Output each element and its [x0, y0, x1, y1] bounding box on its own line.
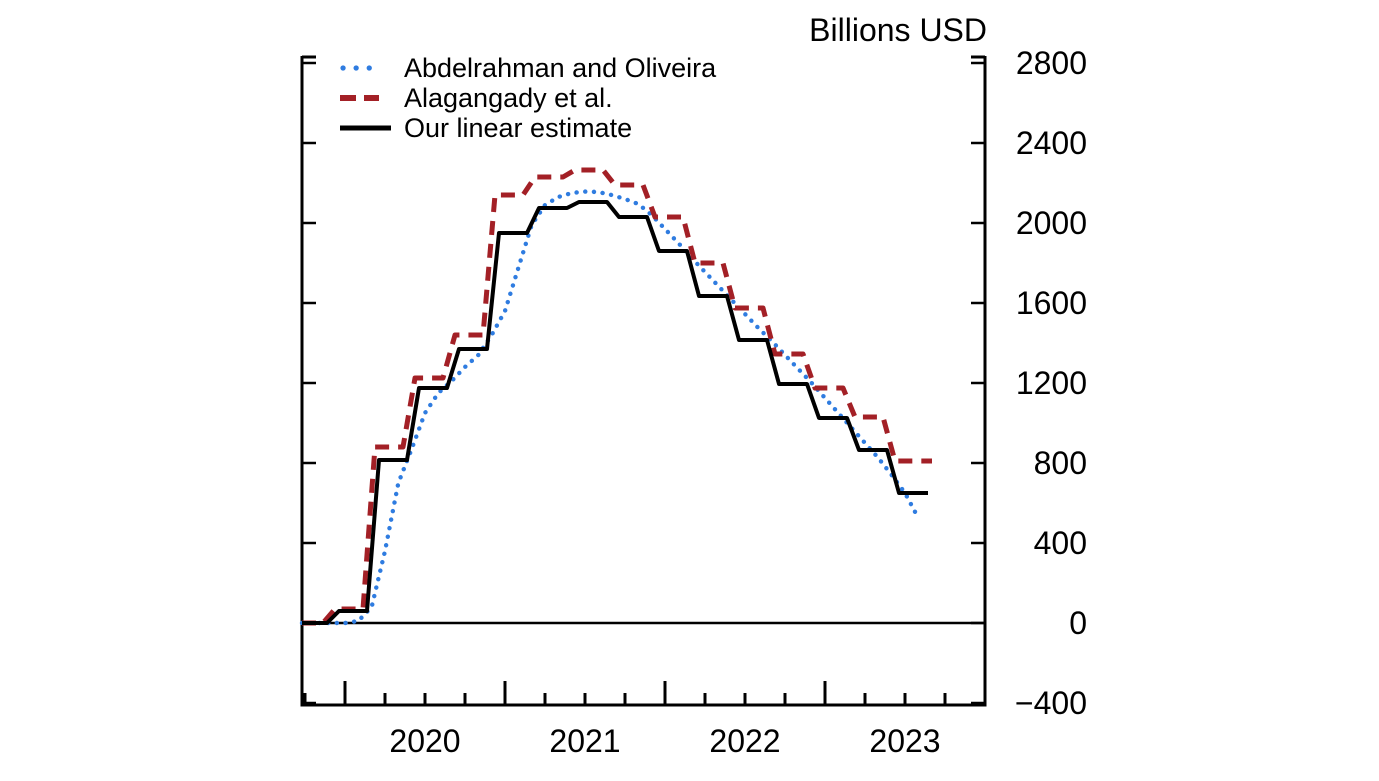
solid-line-sample-icon	[340, 125, 391, 131]
y-axis-label: 800	[1034, 445, 1087, 481]
series-alagangady-line	[302, 167, 932, 626]
y-axis-label: 1600	[1016, 285, 1087, 321]
y-axis-label: −400	[1015, 685, 1087, 721]
series-abdelrahman-oliveira-line	[299, 189, 921, 626]
x-axis-label: 2022	[709, 723, 780, 759]
y-axis-label: 2000	[1016, 205, 1087, 241]
x-axis-label: 2020	[389, 723, 460, 759]
y-axis-label: 0	[1069, 605, 1087, 641]
x-axis-label: 2021	[549, 723, 620, 759]
x-axis-label: 2023	[869, 723, 940, 759]
legend-item-abdelrahman: Abdelrahman and Oliveira	[338, 53, 716, 83]
legend-item-alagangady: Alagangady et al.	[338, 83, 716, 113]
y-axis-label: 1200	[1016, 365, 1087, 401]
legend-label: Abdelrahman and Oliveira	[404, 53, 717, 83]
dashed-line-sample-icon	[340, 95, 379, 101]
y-axis-label: 400	[1034, 525, 1087, 561]
legend-item-our-estimate: Our linear estimate	[338, 113, 716, 143]
chart-unit-title: Billions USD	[809, 12, 987, 48]
y-axis-label: 2400	[1016, 125, 1087, 161]
dotted-line-sample-icon	[340, 65, 385, 71]
legend: Abdelrahman and Oliveira Alagangady et a…	[338, 53, 716, 143]
series-our-linear-estimate-line	[302, 200, 928, 625]
y-axis-label: 2800	[1016, 45, 1087, 81]
legend-label: Our linear estimate	[404, 113, 633, 143]
legend-label: Alagangady et al.	[404, 83, 613, 113]
